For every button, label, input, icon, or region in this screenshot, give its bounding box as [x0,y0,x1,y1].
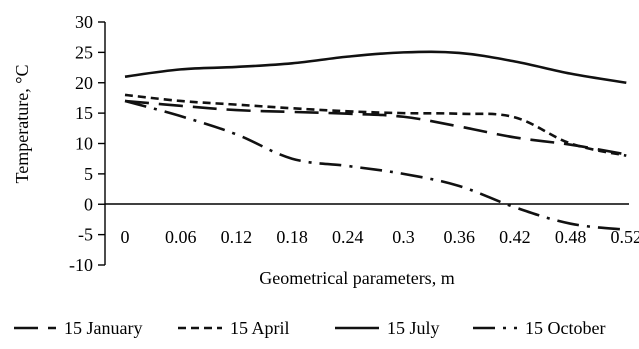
x-tick-label: 0.52 [611,227,639,247]
x-tick-group: 0 0.06 0.12 0.18 0.24 0.3 0.36 0.42 0.48 0.52 [121,227,639,247]
y-tick-label: -10 [69,255,93,275]
series-line-15-july [124,50,627,85]
series-group [124,50,627,232]
y-tick-group: -10 -5 0 5 10 15 20 25 30 [69,12,105,275]
y-tick-label: -5 [78,225,93,245]
x-tick-label: 0.18 [276,227,308,247]
legend-label: 15 January [64,318,142,338]
y-tick-label: 25 [75,42,93,62]
y-tick-label: 5 [84,164,93,184]
y-tick-label: 10 [75,134,93,154]
legend: 15 January 15 April 15 July 15 October [14,318,605,338]
legend-label: 15 April [230,318,290,338]
x-tick-label: 0.06 [165,227,197,247]
series-line-15-april [124,93,627,157]
y-tick-label: 30 [75,12,93,32]
series-line-15-january [124,99,627,156]
x-tick-label: 0.24 [332,227,364,247]
x-tick-label: 0 [121,227,130,247]
legend-label: 15 July [387,318,440,338]
x-tick-label: 0.12 [221,227,253,247]
x-tick-label: 0.42 [499,227,531,247]
y-axis-label: Temperature, °C [12,65,32,184]
legend-label: 15 October [525,318,605,338]
x-tick-label: 0.36 [443,227,475,247]
x-tick-label: 0.48 [555,227,587,247]
y-tick-label: 20 [75,73,93,93]
y-tick-label: 0 [84,194,93,214]
series-line-15-october [124,99,627,232]
x-axis-label: Geometrical parameters, m [259,268,454,288]
y-tick-label: 15 [75,103,93,123]
x-tick-label: 0.3 [392,227,415,247]
